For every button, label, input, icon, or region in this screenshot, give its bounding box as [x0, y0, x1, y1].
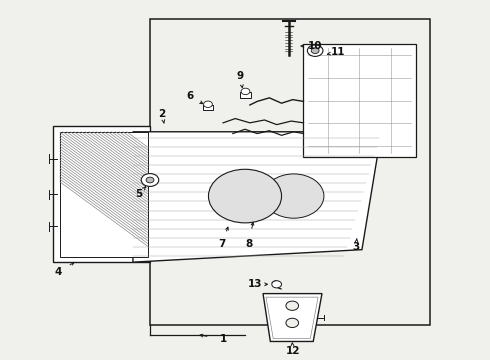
Bar [60, 132, 147, 257]
Text: 1: 1 [220, 334, 227, 344]
Polygon shape [52, 126, 150, 262]
Polygon shape [133, 132, 381, 262]
Circle shape [241, 88, 250, 95]
Text: 11: 11 [330, 47, 345, 57]
Text: 4: 4 [54, 267, 62, 277]
Circle shape [220, 177, 270, 215]
Text: 6: 6 [187, 91, 194, 101]
Text: 2: 2 [159, 109, 166, 119]
Text: 5: 5 [136, 189, 143, 199]
Circle shape [239, 192, 251, 201]
Text: 9: 9 [237, 71, 244, 81]
Circle shape [141, 174, 159, 186]
Circle shape [286, 318, 298, 328]
Circle shape [273, 181, 314, 211]
Circle shape [311, 48, 319, 54]
Text: 13: 13 [247, 279, 262, 289]
Bar [202, 105, 213, 111]
Circle shape [289, 193, 298, 200]
Text: 8: 8 [245, 239, 252, 249]
Circle shape [307, 45, 323, 57]
Circle shape [272, 281, 282, 288]
Text: 10: 10 [308, 41, 322, 51]
Polygon shape [263, 294, 322, 342]
Circle shape [286, 301, 298, 310]
Bar [150, 19, 430, 325]
Polygon shape [60, 132, 147, 257]
Circle shape [264, 174, 324, 218]
Text: 3: 3 [352, 242, 360, 252]
Circle shape [283, 188, 304, 204]
Text: 12: 12 [286, 346, 300, 356]
Text: 7: 7 [218, 239, 225, 249]
Circle shape [230, 185, 260, 207]
Circle shape [203, 101, 212, 108]
Bar [303, 44, 416, 157]
Bar [240, 92, 251, 98]
Circle shape [146, 177, 154, 183]
Circle shape [208, 169, 282, 223]
